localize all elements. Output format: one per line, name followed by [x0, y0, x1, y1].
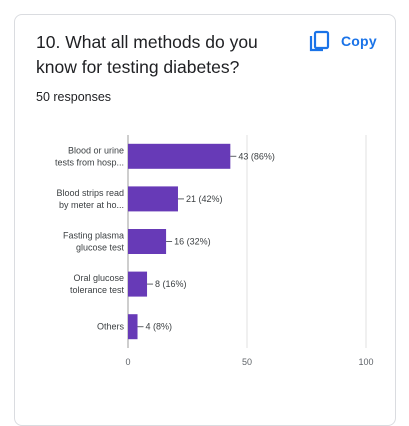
- bar: [128, 143, 231, 169]
- category-label: Others: [97, 322, 125, 332]
- bar: [128, 186, 178, 212]
- copy-label: Copy: [341, 33, 377, 49]
- data-label: 4 (8%): [146, 322, 173, 332]
- question-card: [14, 14, 396, 426]
- bar: [128, 271, 148, 297]
- x-tick-label: 50: [242, 357, 252, 367]
- category-label: Blood or urine tests from hosp...: [55, 145, 124, 167]
- category-label: Fasting plasma glucose test: [63, 231, 125, 253]
- data-label: 21 (42%): [186, 194, 223, 204]
- x-tick-label: 0: [125, 357, 130, 367]
- data-label: 8 (16%): [155, 279, 187, 289]
- bar: [128, 229, 167, 254]
- category-label: Oral glucose tolerance test: [70, 273, 125, 295]
- question-title: 10. What all methods do you know for tes…: [36, 32, 258, 77]
- response-count: 50 responses: [36, 90, 112, 104]
- copy-icon: [309, 30, 330, 52]
- bar-chart: 0 50 100 43 (86%) Blood or urine tests from h…: [55, 135, 374, 367]
- bar: [128, 314, 138, 340]
- x-tick-label: 100: [358, 357, 373, 367]
- copy-button[interactable]: Copy: [307, 30, 377, 52]
- category-label: Blood strips read by meter at ho...: [56, 188, 124, 210]
- data-label: 16 (32%): [174, 237, 211, 247]
- data-label: 43 (86%): [238, 151, 275, 161]
